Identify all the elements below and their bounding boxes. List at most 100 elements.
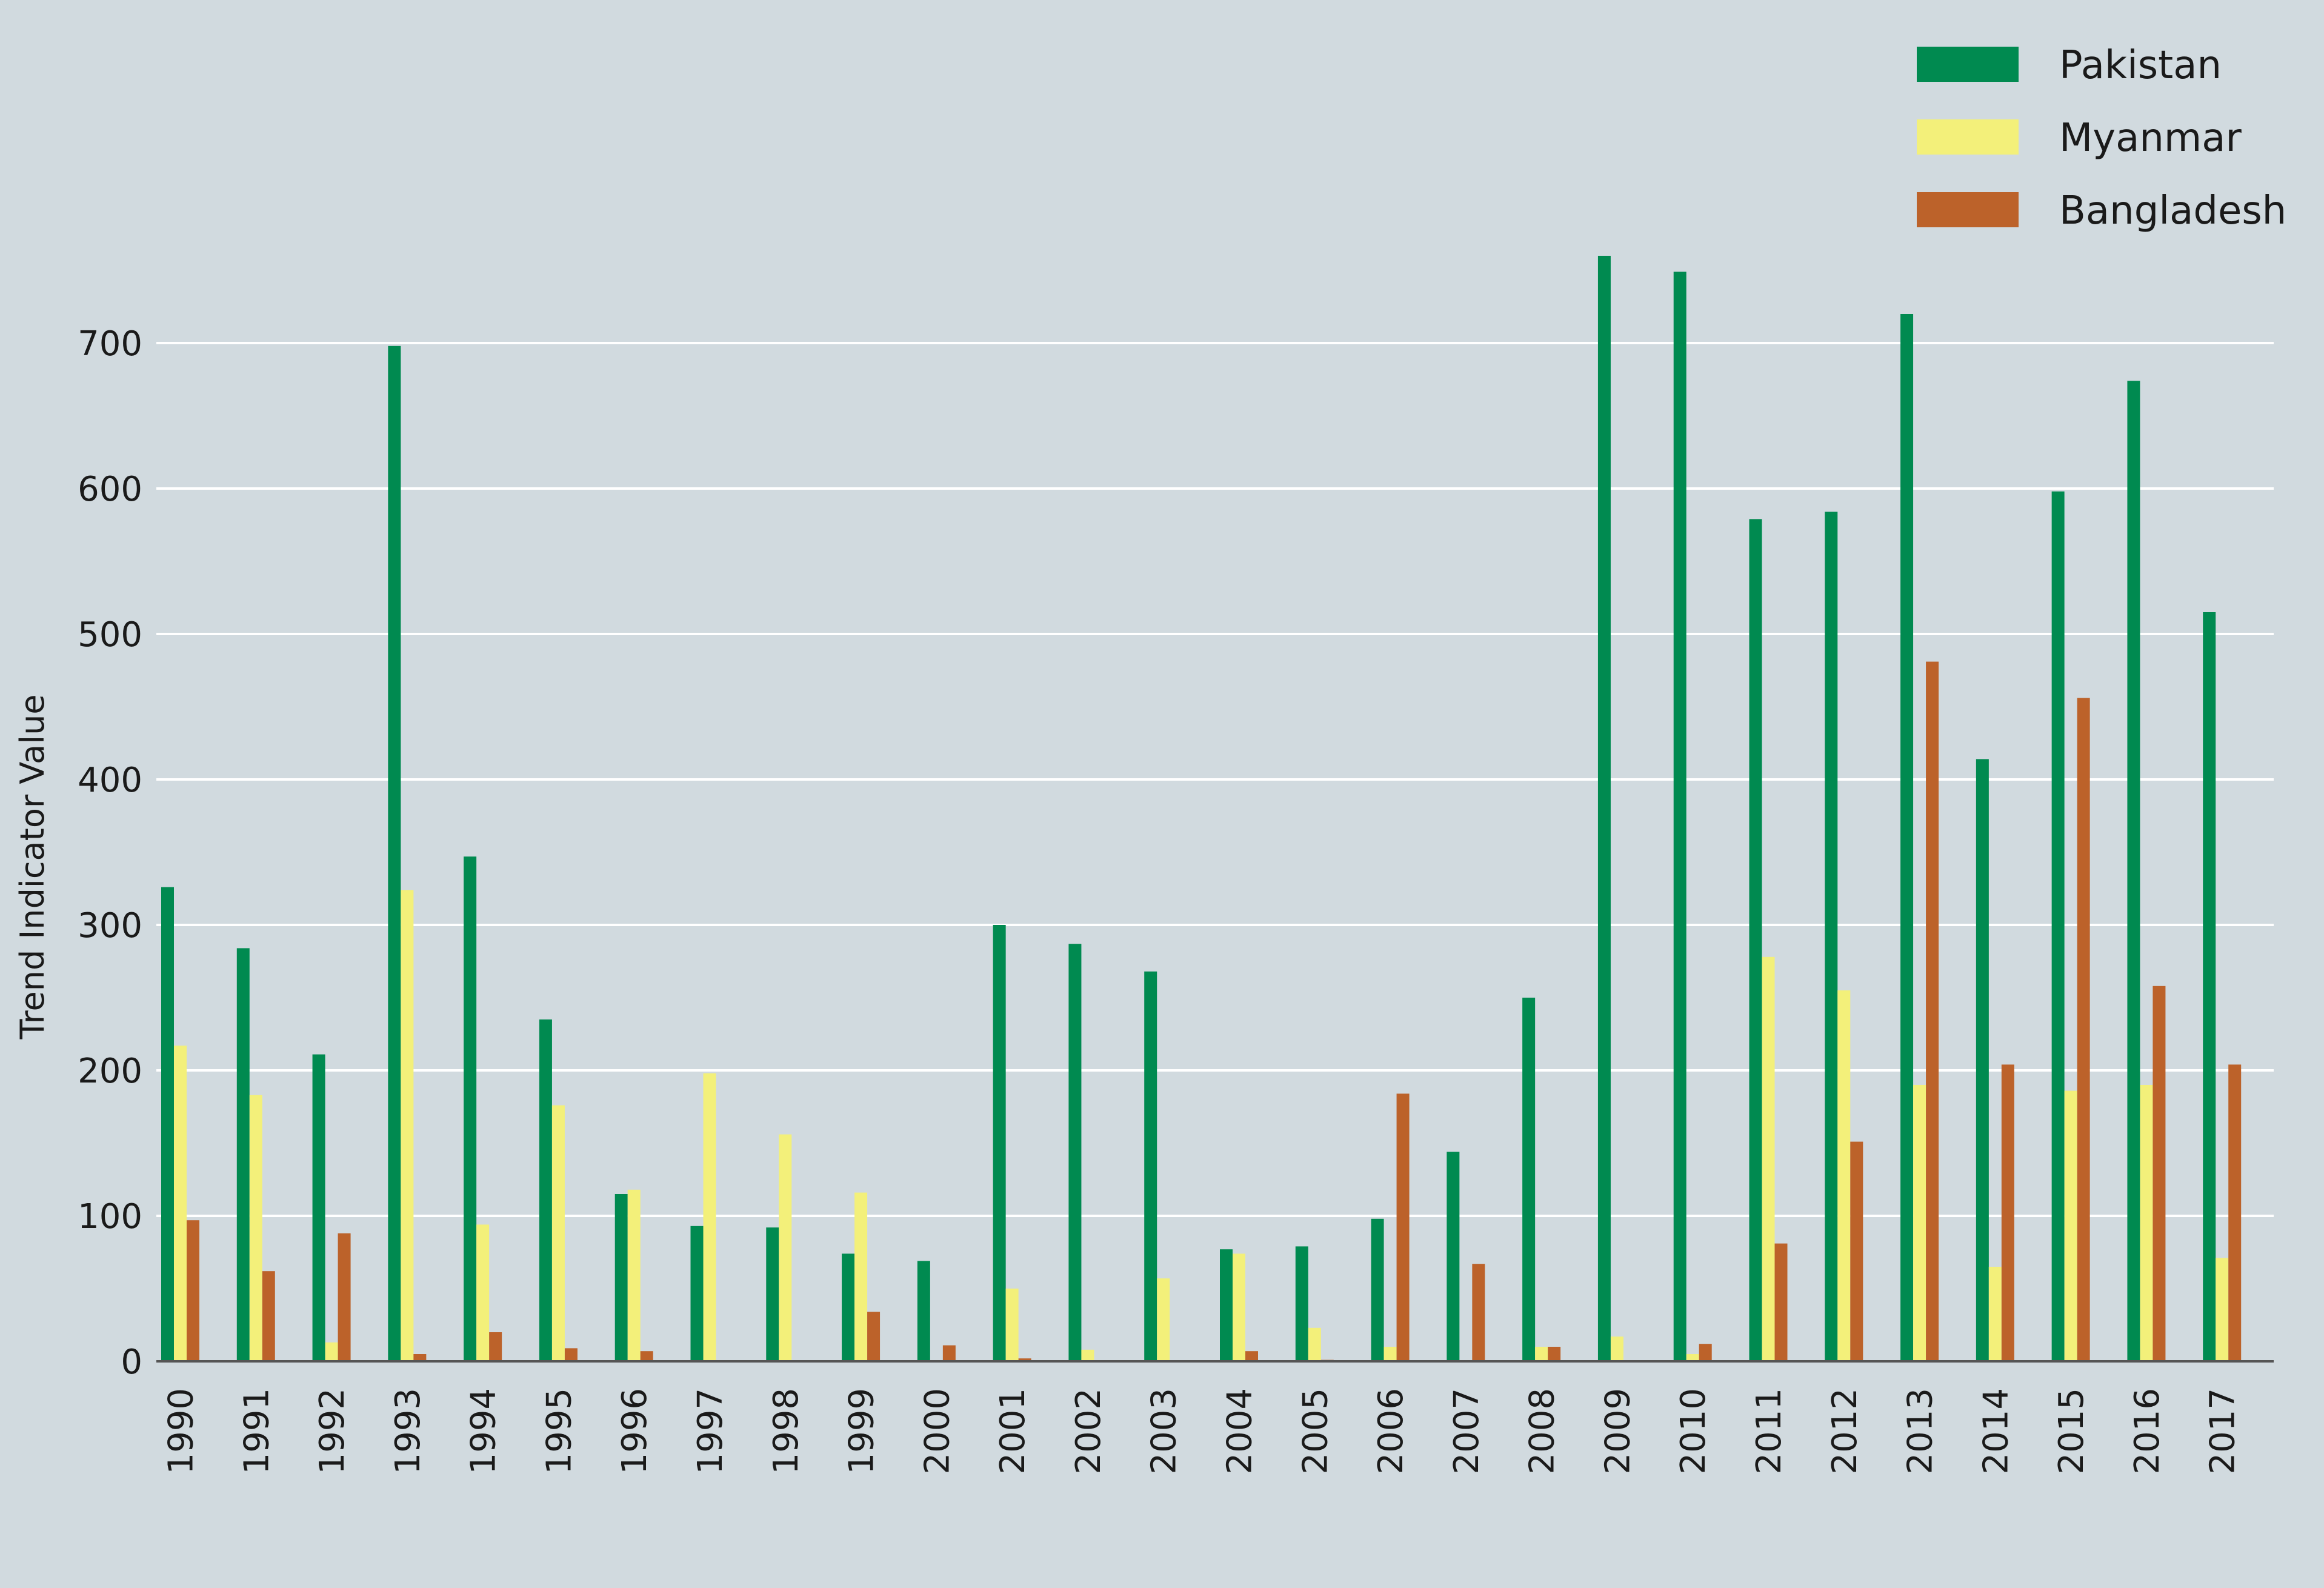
y-axis-title: Trend Indicator Value (13, 694, 52, 1039)
bar-myanmar-1994 (476, 1224, 490, 1361)
bar-bangladesh-1995 (564, 1348, 578, 1361)
x-tick-label: 2010 (1674, 1388, 1713, 1475)
bar-bangladesh-1990 (187, 1220, 199, 1361)
x-tick-label: 1991 (237, 1388, 276, 1475)
y-tick-label: 0 (121, 1343, 142, 1382)
bar-myanmar-1997 (703, 1073, 716, 1361)
x-tick-label: 2004 (1220, 1388, 1260, 1475)
bar-myanmar-2001 (1005, 1289, 1019, 1361)
bar-pakistan-2014 (1976, 759, 1989, 1361)
y-tick-label: 300 (78, 906, 142, 946)
x-tick-label: 2011 (1750, 1388, 1789, 1475)
bar-bangladesh-2000 (942, 1345, 956, 1361)
bar-pakistan-2005 (1295, 1246, 1308, 1361)
bar-pakistan-2013 (1900, 314, 1914, 1361)
bar-bangladesh-2011 (1774, 1243, 1788, 1361)
bar-bangladesh-2007 (1472, 1264, 1485, 1361)
bar-bangladesh-1992 (338, 1233, 351, 1361)
x-tick-label: 1995 (539, 1388, 579, 1475)
x-tick-label: 2009 (1598, 1388, 1637, 1475)
bar-myanmar-2004 (1233, 1253, 1245, 1361)
bar-myanmar-2006 (1383, 1347, 1397, 1361)
x-tick-label: 1996 (615, 1388, 654, 1475)
bar-pakistan-2016 (2127, 381, 2140, 1361)
x-axis-ticks: 1990 1991 1992 1993 1994 1995 1996 1997 1998 1999… (162, 1388, 2243, 1475)
x-tick-label: 2015 (2052, 1388, 2091, 1475)
bar-pakistan-1990 (161, 887, 174, 1361)
bar-bangladesh-2004 (1245, 1351, 1258, 1361)
bar-pakistan-1997 (690, 1226, 704, 1361)
x-tick-label: 1998 (767, 1388, 806, 1475)
legend-label-pakistan: Pakistan (2059, 43, 2222, 88)
bar-myanmar-2008 (1535, 1347, 1548, 1361)
bar-myanmar-2005 (1308, 1327, 1321, 1361)
bar-myanmar-2010 (1686, 1354, 1699, 1361)
bar-pakistan-1995 (539, 1019, 552, 1361)
bar-pakistan-1996 (614, 1194, 628, 1361)
y-tick-label: 200 (78, 1052, 142, 1091)
bar-bangladesh-1991 (262, 1271, 275, 1361)
x-tick-label: 1999 (842, 1388, 882, 1475)
bar-myanmar-1992 (325, 1342, 338, 1361)
bar-bangladesh-2015 (2077, 698, 2090, 1361)
bar-myanmar-1991 (249, 1095, 262, 1361)
x-tick-label: 2008 (1523, 1388, 1562, 1475)
bar-bangladesh-1999 (867, 1312, 881, 1361)
legend-swatch-pakistan (1917, 47, 2019, 82)
x-tick-label: 2016 (2128, 1388, 2167, 1475)
bar-myanmar-2003 (1157, 1278, 1170, 1361)
bar-myanmar-1993 (401, 890, 414, 1361)
legend-label-myanmar: Myanmar (2059, 116, 2242, 161)
bar-bangladesh-2012 (1850, 1141, 1863, 1361)
bar-myanmar-2011 (1762, 956, 1775, 1361)
bar-pakistan-2011 (1749, 519, 1762, 1361)
bar-bangladesh-2008 (1548, 1347, 1561, 1361)
bar-pakistan-2001 (993, 925, 1006, 1361)
bar-myanmar-2013 (1913, 1085, 1926, 1361)
bar-myanmar-1990 (174, 1046, 187, 1361)
y-tick-label: 700 (78, 324, 142, 364)
legend-swatch-bangladesh (1917, 192, 2019, 227)
legend-swatch-myanmar (1917, 119, 2019, 155)
x-tick-label: 2002 (1069, 1388, 1108, 1475)
bar-pakistan-1993 (388, 345, 401, 1361)
bar-pakistan-2002 (1068, 944, 1082, 1361)
bar-myanmar-1999 (854, 1192, 868, 1361)
x-tick-label: 1990 (162, 1388, 201, 1475)
x-tick-label: 2003 (1145, 1388, 1184, 1475)
bar-bangladesh-1994 (489, 1332, 502, 1361)
bar-pakistan-1998 (766, 1227, 779, 1361)
bar-pakistan-2007 (1447, 1152, 1460, 1361)
x-tick-label: 2012 (1825, 1388, 1865, 1475)
bar-pakistan-1994 (464, 856, 477, 1361)
bar-bangladesh-2016 (2153, 986, 2166, 1361)
bar-pakistan-2010 (1673, 272, 1686, 1361)
bar-pakistan-2000 (917, 1261, 930, 1361)
bar-myanmar-2012 (1837, 990, 1851, 1361)
bar-myanmar-2015 (2064, 1090, 2077, 1361)
bar-myanmar-2009 (1610, 1336, 1623, 1361)
bar-myanmar-1998 (779, 1134, 792, 1361)
x-tick-label: 2007 (1447, 1388, 1487, 1475)
bar-bangladesh-2006 (1396, 1093, 1410, 1361)
x-tick-label: 2013 (1901, 1388, 1940, 1475)
bar-pakistan-2003 (1144, 971, 1157, 1361)
bar-pakistan-2009 (1597, 256, 1611, 1361)
bar-pakistan-2004 (1220, 1249, 1233, 1361)
bar-pakistan-2006 (1371, 1218, 1384, 1361)
bar-pakistan-2015 (2051, 491, 2065, 1361)
x-tick-label: 1997 (691, 1388, 730, 1475)
bar-pakistan-2012 (1825, 512, 1838, 1361)
x-tick-label: 2006 (1371, 1388, 1411, 1475)
x-tick-label: 1992 (313, 1388, 352, 1475)
bar-myanmar-1996 (627, 1189, 641, 1361)
y-tick-label: 600 (78, 470, 142, 509)
bar-pakistan-1991 (236, 948, 250, 1361)
x-tick-label: 2014 (1976, 1388, 2016, 1475)
bar-myanmar-2017 (2216, 1258, 2229, 1361)
bars (161, 256, 2242, 1361)
bar-pakistan-1999 (842, 1253, 855, 1361)
x-tick-label: 2001 (993, 1388, 1033, 1475)
bar-pakistan-2008 (1522, 998, 1536, 1361)
